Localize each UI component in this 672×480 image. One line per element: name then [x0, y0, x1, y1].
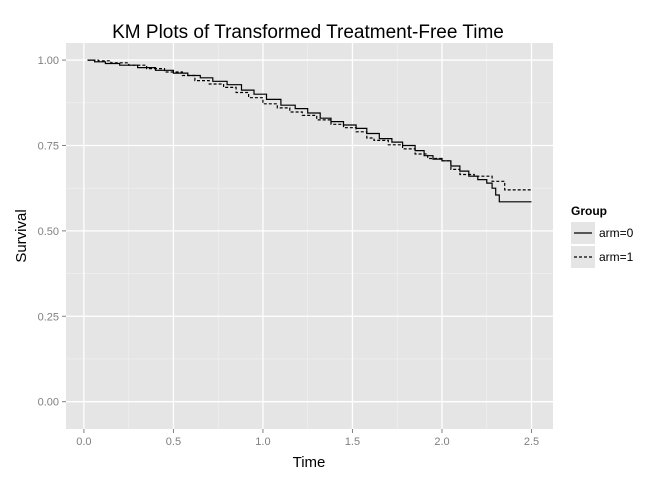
- x-tick-label: 1.5: [345, 436, 360, 448]
- legend: Group arm=0 arm=1: [571, 204, 634, 268]
- x-tick-label: 0.5: [166, 436, 181, 448]
- series-line-arm-0: [87, 59, 532, 203]
- y-tick-label: 0.50: [38, 226, 59, 238]
- x-tick-label: 2.5: [524, 436, 539, 448]
- y-tick-label: 0.00: [38, 397, 59, 409]
- legend-title: Group: [571, 204, 607, 218]
- legend-key: [571, 246, 595, 268]
- y-tick-label: 1.00: [38, 55, 59, 67]
- y-axis-title: Survival: [13, 209, 30, 262]
- x-tick-label: 1.0: [255, 436, 270, 448]
- x-axis-title: Time: [293, 454, 326, 471]
- series-line-arm-1: [87, 59, 532, 191]
- legend-label: arm=0: [599, 226, 634, 240]
- legend-label: arm=1: [599, 250, 634, 264]
- x-tick-label: 0.0: [76, 436, 91, 448]
- y-tick-label: 0.25: [38, 311, 59, 323]
- x-tick-label: 2.0: [434, 436, 449, 448]
- chart-title: KM Plots of Transformed Treatment-Free T…: [112, 22, 504, 43]
- plot-panel: [66, 43, 553, 429]
- series-layer: [87, 59, 532, 203]
- x-axis: 0.0 0.5 1.0 1.5 2.0 2.5: [76, 429, 539, 448]
- y-axis: 0.00 0.25 0.50 0.75 1.00: [38, 55, 66, 409]
- y-tick-label: 0.75: [38, 140, 59, 152]
- grid-lines: [66, 43, 553, 429]
